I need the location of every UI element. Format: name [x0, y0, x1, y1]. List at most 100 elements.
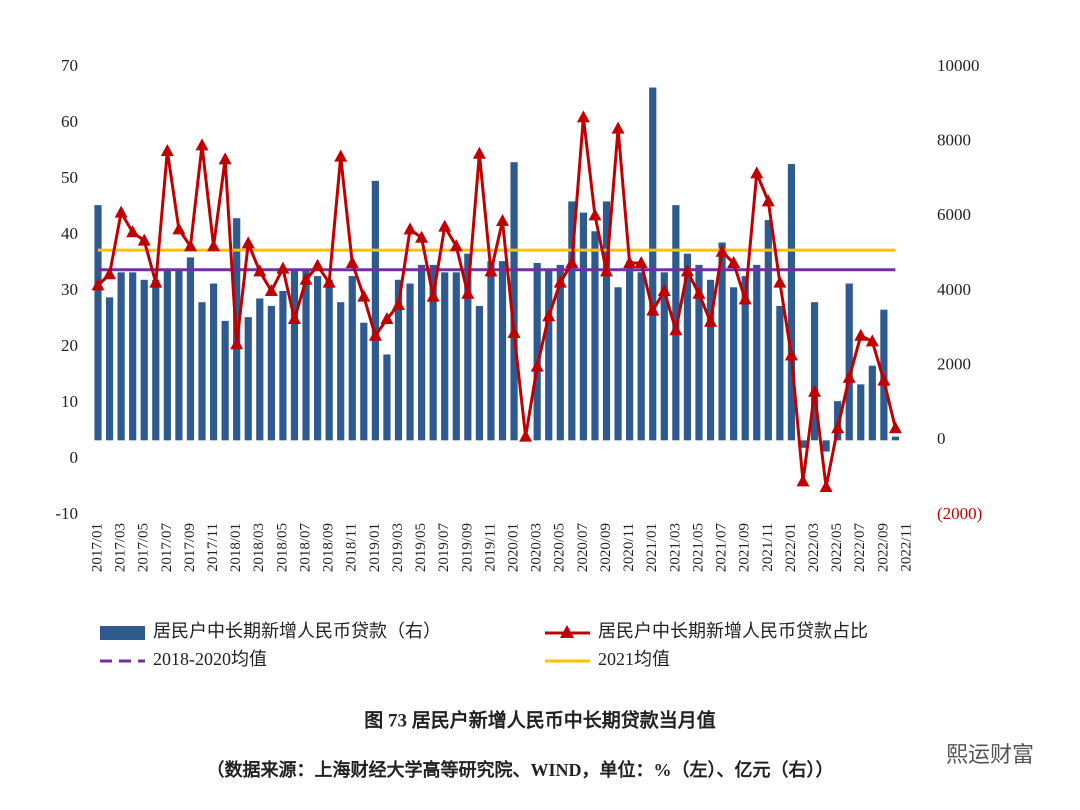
bar: [649, 87, 657, 441]
bar: [383, 354, 391, 441]
bar: [660, 272, 668, 441]
marker: [91, 278, 105, 291]
x-tick-label: 2017/11: [205, 523, 221, 572]
bar: [325, 279, 333, 441]
bar: [256, 298, 264, 441]
marker: [461, 286, 475, 299]
marker: [253, 264, 267, 277]
marker: [842, 370, 856, 383]
x-tick-label: 2021/09: [737, 523, 753, 572]
y-tick-label: 50: [61, 168, 78, 187]
y2-tick-label: 6000: [937, 205, 971, 224]
marker: [218, 152, 232, 165]
bar: [290, 268, 299, 441]
marker: [357, 289, 371, 302]
bar: [302, 268, 310, 441]
marker: [183, 239, 197, 252]
marker: [345, 256, 359, 268]
bar: [579, 212, 587, 441]
source-note: （数据来源：上海财经大学高等研究院、WIND，单位：%（左）、亿元（右））: [207, 759, 834, 780]
marker: [704, 314, 718, 327]
y-tick-label: 60: [61, 112, 78, 131]
bar: [845, 283, 853, 441]
marker: [426, 289, 440, 302]
y-tick-label: -10: [55, 504, 78, 523]
x-tick-label: 2022/07: [852, 523, 868, 573]
marker: [877, 373, 891, 386]
y-tick-label: 10: [61, 392, 78, 411]
bar: [105, 297, 114, 441]
legend-label: 居民户中长期新增人民币贷款（右）: [153, 621, 441, 641]
bar: [198, 302, 206, 441]
marker: [484, 264, 498, 277]
marker: [449, 239, 463, 252]
bar: [140, 279, 148, 441]
bar: [371, 180, 379, 441]
bar: [129, 272, 137, 441]
marker: [600, 264, 614, 277]
marker: [680, 264, 694, 277]
marker: [634, 256, 648, 268]
bar: [787, 164, 796, 441]
bar: [498, 261, 507, 441]
bar: [799, 440, 807, 448]
watermark: 熙运财富: [946, 742, 1034, 767]
bar: [568, 201, 576, 441]
marker: [391, 298, 405, 310]
bar: [221, 320, 229, 441]
marker: [496, 214, 509, 226]
bar: [718, 242, 726, 441]
marker: [172, 222, 186, 235]
bar: [857, 384, 865, 441]
legend-label: 2021均值: [598, 649, 670, 669]
bar: [175, 268, 183, 441]
x-tick-label: 2021/07: [714, 523, 730, 573]
bar: [394, 279, 403, 441]
marker: [149, 275, 163, 288]
bar: [464, 253, 472, 441]
x-tick-label: 2021/05: [690, 523, 706, 572]
bar: [313, 276, 322, 441]
x-tick-label: 2017/07: [159, 523, 175, 573]
bar: [683, 253, 692, 441]
bar: [267, 305, 275, 441]
x-tick-label: 2019/03: [390, 523, 406, 572]
marker: [542, 309, 556, 322]
x-tick-label: 2019/05: [413, 523, 429, 572]
marker: [808, 384, 822, 397]
marker: [322, 275, 336, 288]
line: [96, 117, 897, 488]
x-tick-label: 2019/01: [367, 523, 383, 572]
bar: [834, 401, 842, 441]
marker: [241, 236, 255, 249]
bar: [94, 205, 102, 441]
x-tick-label: 2020/01: [505, 523, 521, 572]
x-tick-label: 2017/05: [136, 523, 152, 572]
bar: [337, 302, 345, 441]
x-tick-label: 2022/05: [829, 523, 845, 572]
marker: [796, 474, 810, 487]
x-tick-label: 2022/09: [875, 523, 891, 572]
marker: [264, 284, 278, 296]
bar: [614, 287, 622, 441]
marker: [819, 480, 833, 492]
marker: [831, 421, 845, 434]
bar: [753, 264, 761, 441]
bar: [891, 436, 900, 441]
marker: [657, 284, 671, 296]
bar: [533, 263, 541, 441]
x-tick-label: 2020/07: [575, 523, 591, 573]
bar: [695, 264, 703, 441]
marker: [137, 233, 151, 246]
y-tick-label: 0: [70, 448, 79, 467]
bar: [602, 201, 611, 441]
figure-title: 图 73 居民户新增人民币中长期贷款当月值: [364, 708, 716, 731]
marker: [472, 146, 486, 159]
x-tick-label: 2019/07: [436, 523, 452, 573]
marker: [403, 222, 417, 235]
legend-swatch: [100, 626, 145, 640]
bar: [360, 322, 368, 441]
x-tick-label: 2022/03: [806, 523, 822, 572]
x-tick-label: 2020/11: [621, 523, 637, 572]
